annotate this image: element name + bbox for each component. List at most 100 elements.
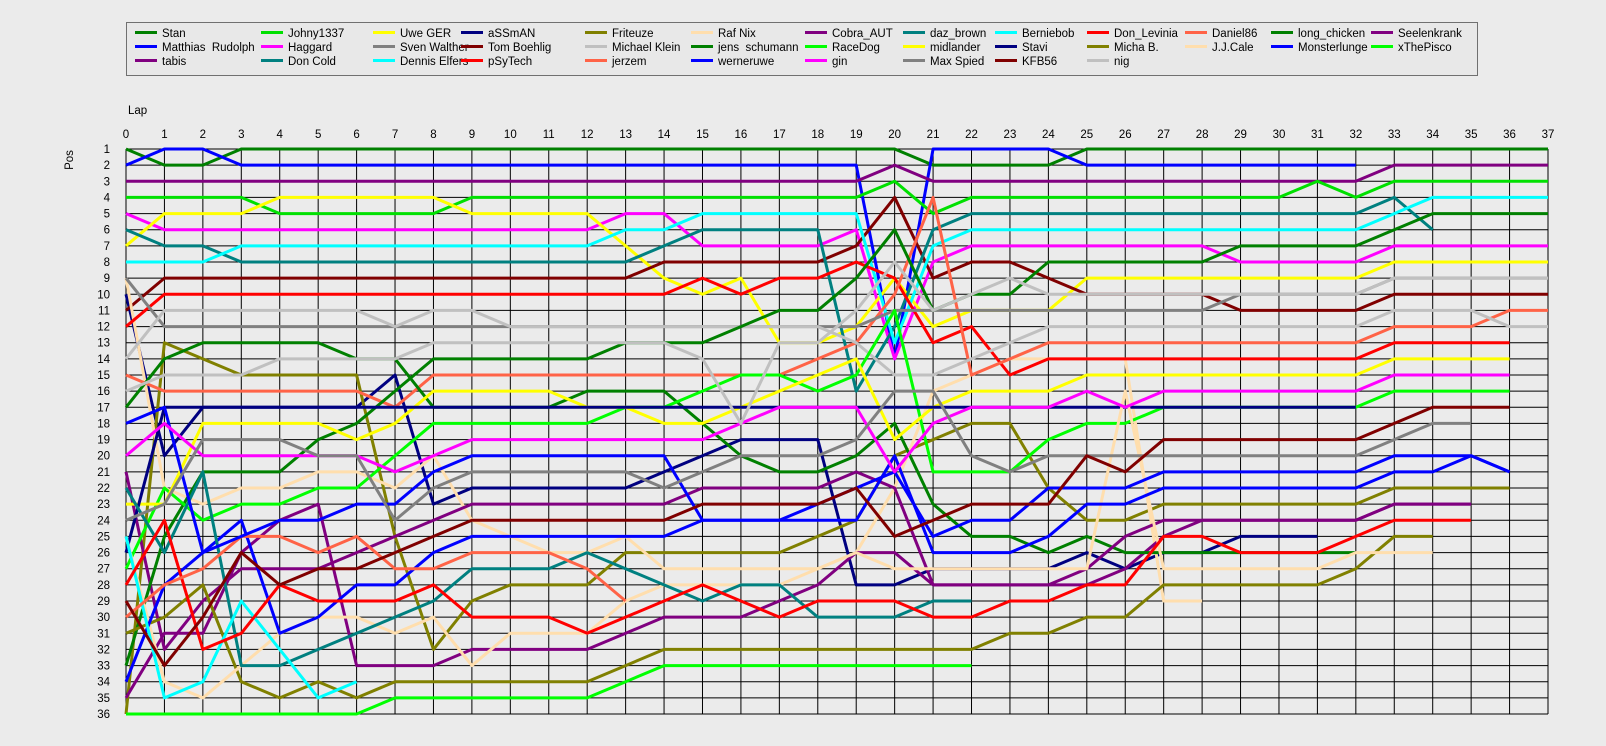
legend-label: nig: [1114, 56, 1130, 68]
legend-label: Max Spied: [930, 56, 985, 68]
legend-label: Michael Klein: [612, 42, 681, 54]
legend-item: tabis: [135, 55, 186, 69]
series-line: [124, 502, 1472, 699]
x-tick-label: 6: [353, 129, 359, 141]
y-tick-label: 21: [97, 467, 110, 479]
y-tick-label: 18: [97, 418, 110, 430]
legend-swatch: [373, 59, 395, 63]
y-tick-label: 35: [97, 693, 110, 705]
x-tick-label: 11: [543, 129, 555, 141]
x-tick-label: 5: [315, 129, 321, 141]
x-tick-label: 22: [965, 129, 978, 141]
series-line: [126, 357, 1510, 506]
y-tick-label: 23: [97, 499, 110, 511]
y-tick-label: 12: [97, 322, 110, 334]
legend-label: KFB56: [1022, 56, 1058, 68]
legend-item: Max Spied: [903, 55, 984, 69]
legend-item: Monsterlunge: [1271, 41, 1368, 55]
x-axis-label: Lap: [128, 105, 147, 117]
y-tick-label: 34: [97, 677, 110, 689]
y-tick-label: 26: [97, 548, 110, 560]
legend-label: Raf Nix: [718, 28, 756, 40]
x-tick-label: 20: [888, 129, 901, 141]
legend-item: Dennis Elfers: [373, 55, 468, 69]
legend-label: Tom Boehlig: [488, 42, 552, 54]
x-tick-label: 15: [696, 129, 709, 141]
legend-swatch: [805, 45, 827, 49]
legend-swatch: [1087, 31, 1109, 35]
legend-label: tabis: [162, 56, 187, 68]
series-line: [125, 405, 1511, 555]
legend-swatch: [805, 31, 827, 35]
y-tick-label: 30: [97, 612, 110, 624]
legend-swatch: [1087, 45, 1109, 49]
x-tick-label: 31: [1311, 129, 1324, 141]
legend-label: Uwe GER: [400, 28, 452, 40]
y-tick-label: 32: [97, 644, 110, 656]
y-tick-label: 24: [97, 515, 110, 527]
y-tick-label: 16: [97, 386, 110, 398]
legend-swatch: [995, 59, 1017, 63]
legend-swatch: [135, 31, 157, 35]
legend-item: Uwe GER: [373, 27, 451, 41]
legend-item: Matthias Rudolph: [135, 41, 255, 55]
legend-item: pSyTech: [461, 55, 532, 69]
legend-label: Seelenkrank: [1398, 28, 1462, 40]
legend-label: Monsterlunge: [1298, 42, 1368, 54]
legend-item: Michael Klein: [585, 41, 680, 55]
legend-item: Micha B.: [1087, 41, 1159, 55]
legend-label: J.J.Cale: [1212, 42, 1254, 54]
y-tick-label: 31: [97, 628, 110, 640]
series-line: [125, 260, 1510, 377]
x-tick-label: 3: [238, 129, 244, 141]
series-line: [125, 534, 1433, 700]
legend-item: aSSmAN: [461, 27, 535, 41]
legend-swatch: [261, 31, 283, 35]
legend-swatch: [1185, 31, 1207, 35]
legend-label: midlander: [930, 42, 981, 54]
legend-swatch: [461, 45, 483, 49]
legend-swatch: [585, 59, 607, 63]
series-line: [124, 341, 1510, 715]
y-tick-label: 8: [104, 257, 110, 269]
legend-item: J.J.Cale: [1185, 41, 1254, 55]
legend-label: Daniel86: [1212, 28, 1258, 40]
series-line: [125, 195, 1548, 409]
legend-swatch: [585, 31, 607, 35]
y-tick-label: 2: [104, 160, 110, 172]
x-tick-label: 1: [161, 129, 167, 141]
y-tick-label: 11: [98, 305, 110, 317]
legend-label: Stan: [162, 28, 186, 40]
series-line: [124, 536, 358, 700]
legend-label: daz_brown: [930, 28, 987, 40]
series-line: [126, 195, 1548, 345]
legend-label: Berniebob: [1022, 28, 1075, 40]
series-line: [124, 405, 1510, 668]
y-tick-label: 4: [104, 192, 111, 204]
x-tick-label: 34: [1426, 129, 1439, 141]
legend-swatch: [461, 31, 483, 35]
legend-label: Friteuze: [612, 28, 654, 40]
legend-item: Haggard: [261, 41, 332, 55]
series-line: [125, 195, 1434, 393]
series-line: [126, 163, 1548, 183]
legend-swatch: [903, 45, 925, 49]
legend-item: werneruwe: [691, 55, 774, 69]
legend-label: Micha B.: [1114, 42, 1159, 54]
x-tick-label: 4: [277, 129, 284, 141]
x-tick-label: 0: [123, 129, 129, 141]
legend-label: Dennis Elfers: [400, 56, 469, 68]
x-tick-label: 16: [735, 129, 748, 141]
legend-swatch: [691, 59, 713, 63]
legend-label: Don_Levinia: [1114, 28, 1178, 40]
y-tick-label: 6: [104, 225, 110, 237]
x-tick-label: 18: [811, 129, 824, 141]
legend-label: Matthias Rudolph: [162, 42, 255, 54]
x-tick-label: 23: [1004, 129, 1017, 141]
y-axis-label: Pos: [64, 150, 76, 170]
x-tick-label: 19: [850, 129, 863, 141]
legend-item: xThePisco: [1371, 41, 1452, 55]
y-tick-label: 25: [97, 531, 110, 543]
legend-label: xThePisco: [1398, 42, 1452, 54]
legend-label: jerzem: [612, 56, 647, 68]
